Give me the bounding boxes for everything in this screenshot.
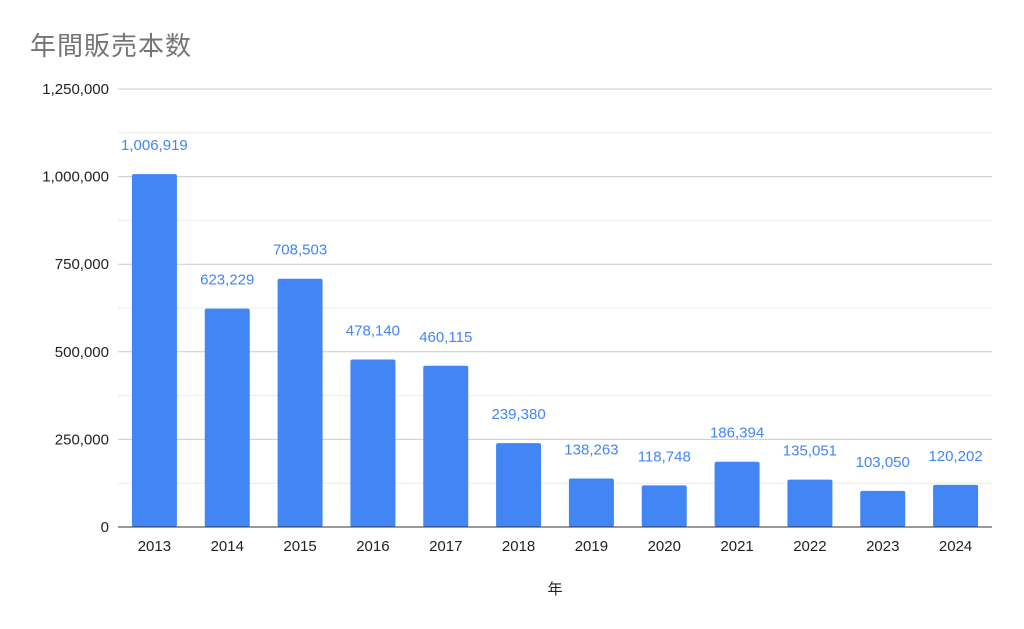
x-tick-label: 2024 [939, 538, 972, 555]
data-label: 623,229 [200, 272, 254, 289]
bar [131, 174, 177, 527]
bar [933, 484, 979, 527]
y-tick-label: 1,250,000 [42, 81, 109, 98]
bar [350, 359, 396, 527]
x-tick-label: 2014 [211, 538, 244, 555]
x-axis-title: 年 [547, 580, 562, 598]
y-tick-label: 750,000 [55, 256, 109, 273]
bar [714, 461, 760, 527]
x-tick-label: 2021 [720, 538, 753, 555]
data-label: 478,140 [346, 322, 400, 339]
bars [131, 174, 979, 527]
y-tick-label: 250,000 [55, 431, 109, 448]
data-labels: 1,006,919 623,229 708,503 478,140 460,115 239… [121, 137, 983, 471]
data-label: 118,748 [638, 448, 691, 465]
data-label: 135,051 [783, 443, 837, 460]
bar [423, 365, 469, 527]
bar [860, 490, 906, 527]
bar [641, 485, 687, 527]
x-tick-label: 2020 [648, 538, 681, 555]
bar [204, 308, 250, 527]
chart-title: 年間販売本数 [30, 32, 193, 62]
y-axis-ticks: 0 250,000 500,000 750,000 1,000,000 1,250,000 [42, 81, 109, 536]
data-label: 1,006,919 [121, 137, 188, 154]
data-label: 460,115 [419, 329, 472, 346]
data-label: 186,394 [710, 425, 764, 442]
data-label: 239,380 [491, 406, 545, 423]
bar [277, 278, 323, 527]
data-label: 138,263 [564, 442, 618, 459]
y-tick-label: 0 [101, 519, 109, 536]
x-tick-label: 2023 [866, 538, 899, 555]
bar [496, 443, 542, 527]
data-label: 708,503 [273, 242, 327, 259]
y-tick-label: 1,000,000 [42, 169, 109, 186]
x-tick-label: 2019 [575, 538, 608, 555]
x-tick-label: 2018 [502, 538, 535, 555]
x-tick-label: 2013 [138, 538, 171, 555]
x-tick-label: 2016 [356, 538, 389, 555]
data-label: 103,050 [856, 454, 910, 471]
x-tick-label: 2017 [429, 538, 462, 555]
x-axis-ticks: 2013 2014 2015 2016 2017 2018 2019 2020 2021 2022… [138, 538, 973, 555]
x-tick-label: 2015 [283, 538, 316, 555]
data-label: 120,202 [928, 448, 982, 465]
bar [787, 479, 833, 527]
bar [568, 478, 614, 527]
x-tick-label: 2022 [793, 538, 826, 555]
y-tick-label: 500,000 [55, 344, 109, 361]
gridlines [118, 88, 992, 484]
